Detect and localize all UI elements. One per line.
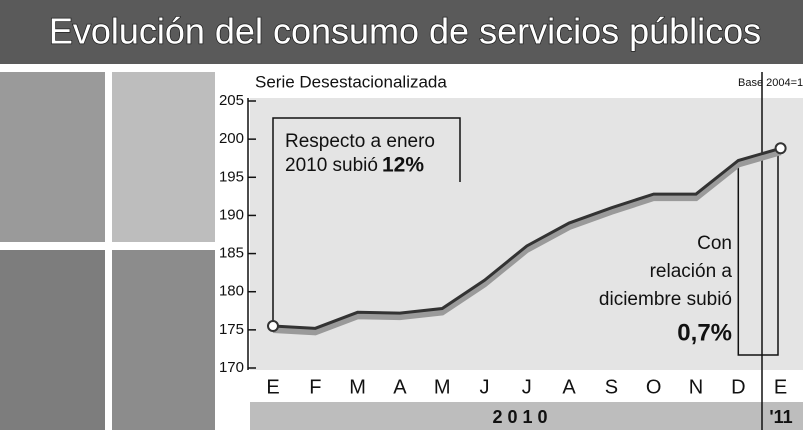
endpoint: [268, 321, 278, 331]
chart: Evolución del consumo de servicios públi…: [0, 0, 803, 430]
photo: [0, 72, 105, 242]
annotation: 2010 subió: [285, 155, 378, 176]
y-tick-label: 180: [219, 283, 244, 300]
y-tick-label: 170: [219, 359, 244, 376]
chart-title: Evolución del consumo de servicios públi…: [49, 11, 761, 52]
x-tick-label: A: [562, 376, 576, 398]
annotation: diciembre subió: [599, 289, 732, 310]
annotation: Respecto a enero: [285, 131, 435, 152]
x-tick-label: N: [689, 376, 703, 398]
y-tick-label: 200: [219, 130, 244, 147]
x-tick-label: M: [434, 376, 451, 398]
photo: [0, 250, 105, 430]
y-tick-label: 190: [219, 206, 244, 223]
x-tick-label: F: [309, 376, 321, 398]
x-tick-label: A: [393, 376, 407, 398]
year-label: 2 0 1 0: [492, 407, 547, 427]
note: Base 2004=100: [738, 77, 803, 89]
x-tick-label: D: [731, 376, 745, 398]
subtitle: Serie Desestacionalizada: [255, 72, 447, 91]
x-tick-label: O: [646, 376, 662, 398]
annotation: relación a: [650, 261, 733, 282]
y-tick-label: 205: [219, 92, 244, 109]
y-tick-label: 195: [219, 168, 244, 185]
y-tick-label: 175: [219, 321, 244, 338]
x-tick-label: J: [522, 376, 532, 398]
photo: [112, 250, 215, 430]
annotation-highlight: 0,7%: [677, 319, 732, 346]
x-tick-label: J: [480, 376, 490, 398]
endpoint: [776, 143, 786, 153]
photo: [112, 72, 215, 242]
x-tick-label: S: [605, 376, 618, 398]
year-label: '11: [769, 407, 792, 427]
annotation-highlight: 12%: [382, 154, 424, 177]
x-tick-label: E: [774, 376, 787, 398]
annotation: Con: [697, 233, 732, 254]
x-tick-label: E: [266, 376, 279, 398]
y-tick-label: 185: [219, 245, 244, 262]
x-tick-label: M: [349, 376, 366, 398]
